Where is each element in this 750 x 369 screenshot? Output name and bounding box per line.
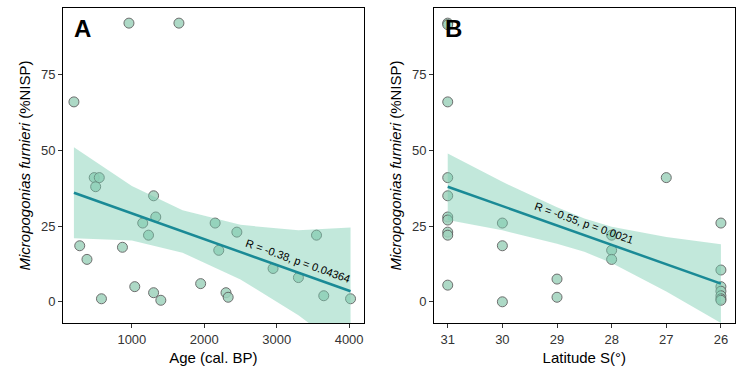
svg-text:Age (cal. BP): Age (cal. BP) [169, 349, 257, 366]
svg-text:25: 25 [41, 219, 55, 234]
svg-text:28: 28 [604, 332, 618, 347]
svg-text:0: 0 [48, 294, 55, 309]
svg-text:75: 75 [41, 67, 55, 82]
svg-text:26: 26 [714, 332, 728, 347]
svg-text:27: 27 [659, 332, 673, 347]
svg-text:4000: 4000 [335, 332, 364, 347]
svg-text:1000: 1000 [117, 332, 146, 347]
svg-text:R = -0.38, p = 0.04364: R = -0.38, p = 0.04364 [244, 237, 352, 285]
svg-text:50: 50 [41, 143, 55, 158]
svg-text:R = -0.55, p = 0.0021: R = -0.55, p = 0.0021 [533, 200, 635, 246]
svg-text:25: 25 [412, 219, 426, 234]
svg-text:75: 75 [412, 67, 426, 82]
svg-text:2000: 2000 [190, 332, 219, 347]
svg-text:A: A [74, 15, 91, 42]
svg-text:31: 31 [440, 332, 454, 347]
svg-text:50: 50 [412, 143, 426, 158]
svg-text:29: 29 [550, 332, 564, 347]
svg-text:B: B [445, 15, 462, 42]
svg-text:0: 0 [419, 294, 426, 309]
svg-text:3000: 3000 [262, 332, 291, 347]
svg-text:Micropogonias furnieri (%NISP): Micropogonias furnieri (%NISP) [387, 60, 404, 270]
svg-text:Latitude S(°): Latitude S(°) [543, 349, 627, 366]
svg-text:Micropogonias furnieri (%NISP): Micropogonias furnieri (%NISP) [16, 60, 33, 270]
svg-text:30: 30 [495, 332, 509, 347]
